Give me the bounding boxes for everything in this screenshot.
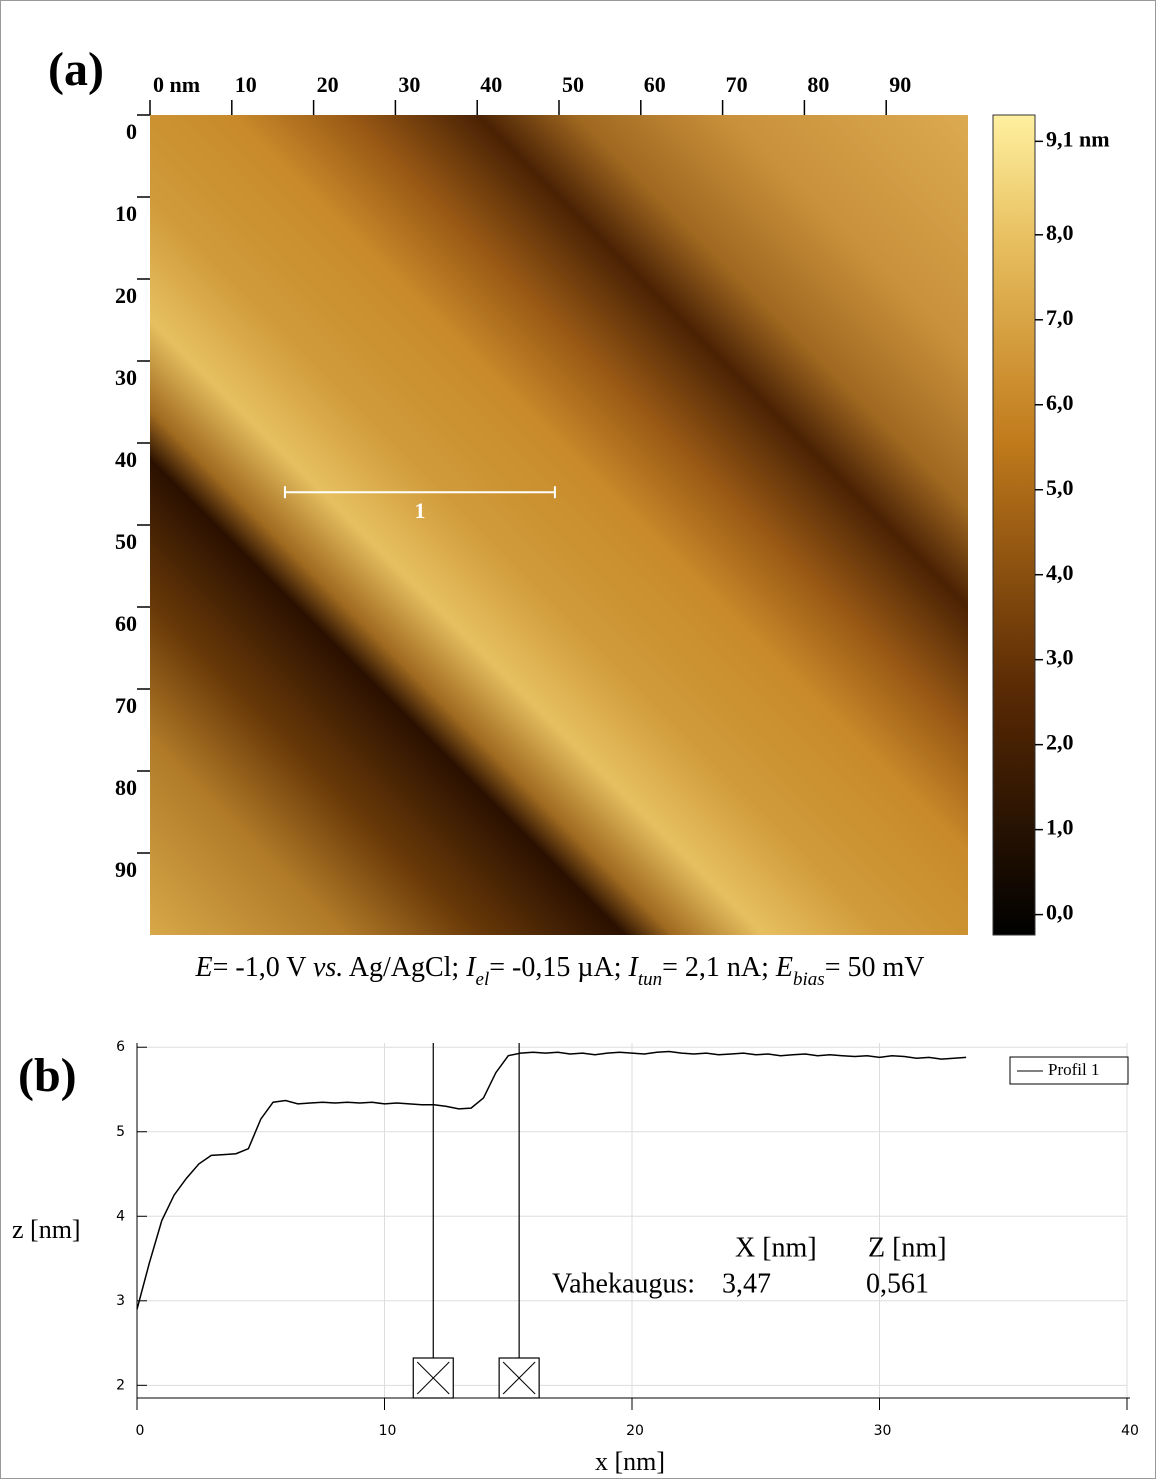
- profile-curve: [136, 1050, 967, 1310]
- x-tick-label: 0: [136, 1423, 145, 1439]
- caption-part: tun: [638, 969, 662, 990]
- caption-part: E: [195, 952, 213, 983]
- y-tick-label: 90: [115, 857, 137, 882]
- caption-part: = -0,15 µA;: [489, 952, 628, 983]
- x-tick-label: 70: [726, 72, 748, 97]
- y-tick-label: 30: [115, 365, 137, 390]
- readout-header: Z [nm]: [868, 1232, 947, 1263]
- x-tick-label: 10: [235, 72, 257, 97]
- panel-label: (b): [18, 1049, 77, 1102]
- colorbar-tick-label: 4,0: [1046, 560, 1074, 585]
- x-tick-label: 30: [874, 1423, 892, 1439]
- colorbar-tick-label: 5,0: [1046, 475, 1074, 500]
- readout-label: Vahekaugus:: [552, 1268, 695, 1299]
- profile-label: 1: [414, 498, 425, 523]
- x-axis-label: x [nm]: [595, 1447, 665, 1476]
- cursor-cross: [502, 1361, 536, 1395]
- caption-part: I: [627, 952, 639, 983]
- x-tick-label: 40: [480, 72, 502, 97]
- readout-value: 0,561: [866, 1268, 929, 1299]
- x-tick-label: 30: [398, 72, 420, 97]
- colorbar-tick-label: 3,0: [1046, 645, 1074, 670]
- y-tick-label: 70: [115, 693, 137, 718]
- x-tick-label: 50: [562, 72, 584, 97]
- y-tick-label: 60: [115, 611, 137, 636]
- panel-label: (a): [48, 43, 104, 96]
- x-tick-label: 60: [644, 72, 666, 97]
- colorbar-tick-label: 7,0: [1046, 305, 1074, 330]
- plot-area: [137, 1043, 1130, 1398]
- colorbar: [992, 114, 1036, 936]
- caption-part: = 50 mV: [825, 952, 925, 983]
- y-tick-label: 5: [116, 1124, 125, 1140]
- stm-image: [150, 115, 968, 935]
- caption-part: I: [465, 952, 477, 983]
- x-tick-label: 40: [1121, 1423, 1139, 1439]
- legend-label: Profil 1: [1048, 1060, 1099, 1079]
- caption: E= -1,0 V vs. Ag/AgCl; Iel= -0,15 µA; It…: [195, 952, 925, 989]
- y-tick-label: 0: [126, 119, 137, 144]
- x-tick-label: 10: [379, 1423, 397, 1439]
- colorbar-tick-label: 8,0: [1046, 220, 1074, 245]
- x-tick-label: 0 nm: [153, 72, 200, 97]
- x-tick-label: 90: [889, 72, 911, 97]
- x-tick-label: 20: [626, 1423, 644, 1439]
- caption-part: = 2,1 nA;: [662, 952, 776, 983]
- caption-part: el: [476, 969, 490, 990]
- caption-part: = -1,0 V: [213, 952, 313, 983]
- y-tick-label: 10: [115, 201, 137, 226]
- colorbar-tick-label: 0,0: [1046, 900, 1074, 925]
- readout-value: 3,47: [722, 1268, 771, 1299]
- x-tick-label: 80: [807, 72, 829, 97]
- y-tick-label: 40: [115, 447, 137, 472]
- x-tick-label: 20: [317, 72, 339, 97]
- y-axis-label: z [nm]: [12, 1215, 81, 1244]
- caption-part: bias: [793, 969, 825, 990]
- y-tick-label: 50: [115, 529, 137, 554]
- y-tick-label: 4: [116, 1208, 125, 1224]
- caption-part: vs.: [313, 952, 343, 983]
- caption-part: E: [775, 952, 793, 983]
- y-tick-label: 3: [116, 1293, 125, 1309]
- y-tick-label: 2: [116, 1377, 125, 1393]
- colorbar-tick-label: 9,1 nm: [1046, 126, 1110, 151]
- y-tick-label: 80: [115, 775, 137, 800]
- y-tick-label: 6: [116, 1039, 125, 1055]
- readout-header: X [nm]: [735, 1232, 817, 1263]
- y-tick-label: 20: [115, 283, 137, 308]
- cursor-cross: [416, 1361, 450, 1395]
- colorbar-tick-label: 6,0: [1046, 390, 1074, 415]
- caption-part: Ag/AgCl;: [343, 952, 466, 983]
- colorbar-tick-label: 1,0: [1046, 815, 1074, 840]
- colorbar-tick-label: 2,0: [1046, 730, 1074, 755]
